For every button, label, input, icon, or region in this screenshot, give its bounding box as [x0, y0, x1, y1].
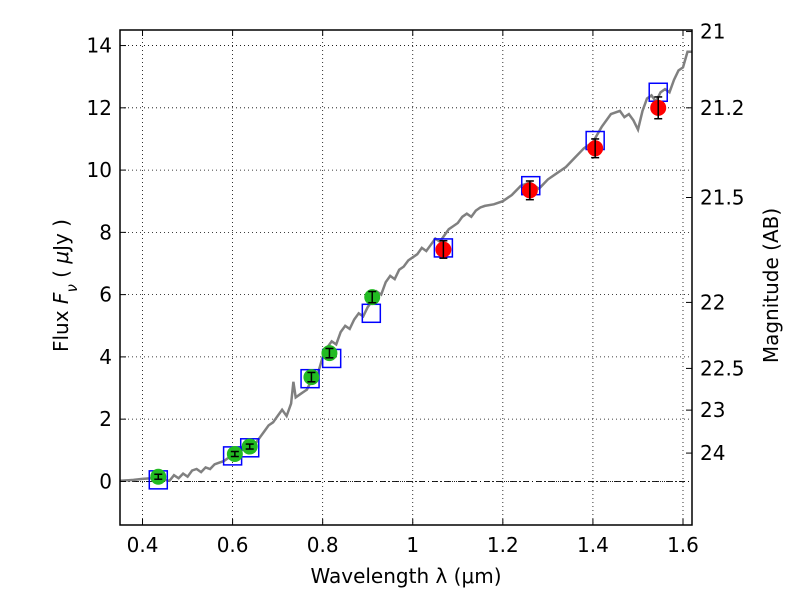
model-spectrum-line	[119, 50, 692, 483]
y-tick-label: 4	[99, 345, 112, 369]
x-tick-label: 1.6	[667, 533, 699, 557]
grid	[120, 30, 692, 525]
y2-tick-label: 22	[700, 290, 725, 314]
optical-data-point	[150, 468, 167, 485]
y2-tick-label: 21.2	[700, 96, 745, 120]
y2-tick-label: 22.5	[700, 356, 745, 380]
y2-tick-label: 21.5	[700, 185, 745, 209]
y-tick-label: 2	[99, 407, 112, 431]
optical-data-point	[364, 289, 381, 306]
optical-data-point	[303, 369, 320, 386]
nir-data-point	[587, 138, 604, 159]
x-tick-label: 0.6	[217, 533, 249, 557]
x-tick-label: 0.4	[127, 533, 159, 557]
plot-frame	[119, 29, 693, 526]
x-axis-label: Wavelength λ (μm)	[310, 564, 501, 588]
y-tick-label: 10	[87, 158, 112, 182]
x-tick-label: 1.4	[577, 533, 609, 557]
nir-data-point	[521, 180, 538, 201]
x-tick-label: 1	[406, 533, 419, 557]
y2-tick-label: 24	[700, 441, 725, 465]
x-tick-label: 0.8	[307, 533, 339, 557]
photometry-points	[150, 96, 667, 485]
y2-tick-label: 21	[700, 20, 725, 44]
y-tick-label: 8	[99, 220, 112, 244]
nir-data-point	[650, 96, 667, 120]
y2-tick-label: 23	[700, 398, 725, 422]
y-tick-label: 0	[99, 469, 112, 493]
y-tick-label: 12	[87, 96, 112, 120]
y-axis-label: Flux Fν ( μJy )	[49, 219, 81, 352]
y-tick-label: 14	[87, 34, 112, 58]
y2-axis-label: Magnitude (AB)	[759, 208, 783, 363]
axis-ticks: 0.4 0.6 0.8 1 1.2 1.4 1.6024681012142121.221.5…	[87, 20, 745, 557]
optical-data-point	[226, 446, 243, 463]
nir-data-point	[435, 240, 452, 259]
optical-data-point	[321, 345, 338, 362]
y-tick-label: 6	[99, 283, 112, 307]
optical-data-point	[241, 438, 258, 455]
x-tick-label: 1.2	[487, 533, 519, 557]
